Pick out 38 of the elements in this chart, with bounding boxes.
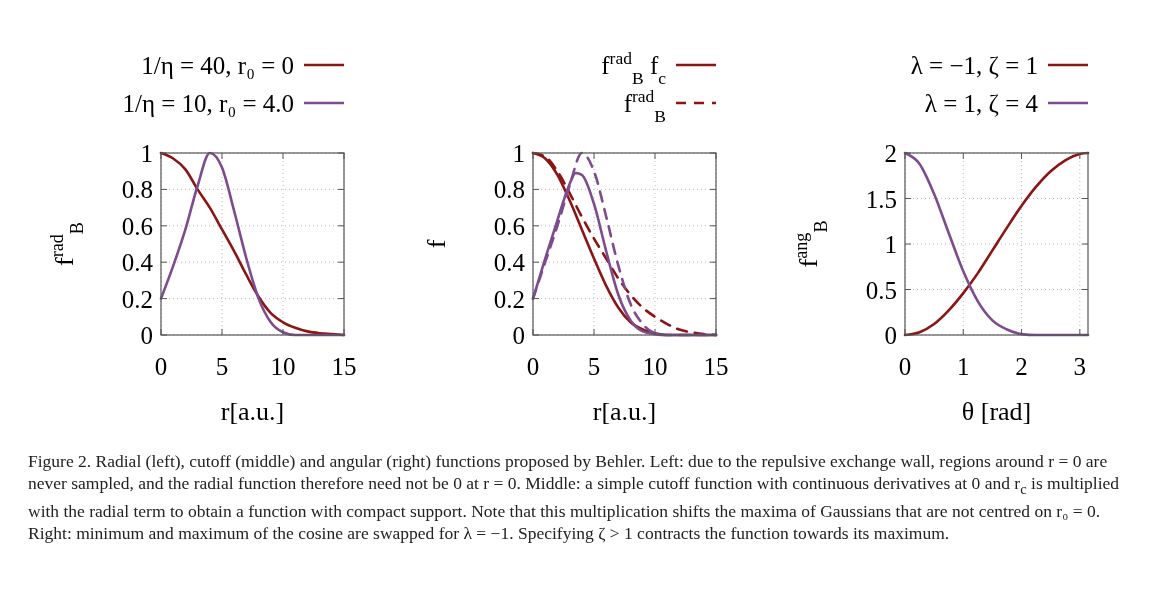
- y-tick-label: 0: [140, 322, 153, 349]
- x-tick-label: 15: [703, 353, 729, 380]
- y-tick-label: 0: [884, 322, 897, 349]
- x-tick-label: 3: [1073, 353, 1087, 380]
- x-tick-label: 10: [270, 353, 296, 380]
- y-tick-label: 2: [884, 140, 897, 167]
- y-tick-label: 1: [884, 231, 897, 258]
- legend-label: 1/η = 10, r₀ = 4.0: [122, 90, 294, 117]
- x-tick-label: 1: [957, 353, 970, 380]
- y-tick-label: 0.4: [121, 249, 154, 277]
- legend-label: λ = 1, ζ = 4: [924, 90, 1039, 117]
- y-axis-title: f: [422, 239, 451, 249]
- y-tick-label: 0.5: [865, 276, 897, 304]
- y-tick-label: 0: [512, 322, 525, 349]
- legend-label: λ = −1, ζ = 1: [910, 52, 1038, 79]
- x-axis-title: r[a.u.]: [592, 397, 657, 426]
- x-tick-label: 5: [215, 353, 229, 380]
- x-axis-title: r[a.u.]: [220, 397, 285, 426]
- y-tick-label: 0.8: [121, 176, 153, 204]
- y-tick-label: 1.5: [865, 185, 897, 213]
- y-tick-label: 0.6: [493, 212, 525, 240]
- x-tick-label: 15: [331, 353, 357, 380]
- y-tick-label: 0.6: [121, 212, 153, 240]
- x-tick-label: 5: [587, 353, 601, 380]
- y-tick-label: 0.2: [493, 285, 525, 313]
- y-tick-label: 1: [140, 140, 153, 167]
- line-series: [159, 151, 346, 337]
- legend-label: 1/η = 40, r₀ = 0: [141, 52, 294, 79]
- line-series: [903, 151, 1090, 337]
- y-tick-label: 0.8: [493, 176, 525, 204]
- y-tick-label: 0.2: [121, 285, 153, 313]
- y-tick-label: 1: [512, 140, 525, 167]
- caption: Figure 2. Radial (left), cutoff (middle) and angular (right) functions proposed by Behler. Left: due to the repulsive exchange wall, regions around r = 0 are never sampled, and the radial function therefore need not be 0 at r = 0. Middle: a simple cutoff function with continuous derivatives at 0 and r$_{c}$ is multiplied with the radial term to obtain a function with compact support. Note that this multiplication shifts the maxima of Gaussians that are not centred on r₀ = 0. Right: minimum and maximum of the cosine are swapped for λ = −1. Specifying ζ > 1 contracts the function towards its maximum.: [28, 450, 1121, 544]
- legend-label: f$^{rad}$$_{B}$ f$_{c}$: [601, 48, 667, 88]
- y-tick-label: 0.4: [493, 249, 526, 277]
- x-tick-label: 10: [642, 353, 668, 380]
- x-tick-label: 2: [1015, 353, 1028, 380]
- x-axis-title: θ [rad]: [961, 397, 1032, 426]
